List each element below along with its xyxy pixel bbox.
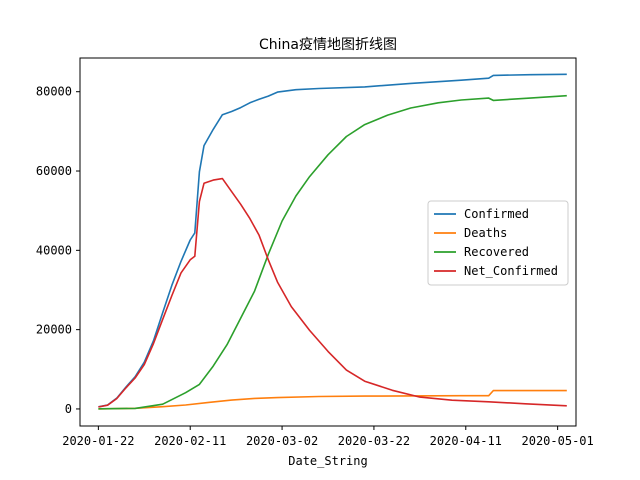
plot-area: [98, 73, 567, 410]
x-axis-label: Date_String: [288, 454, 367, 468]
legend-box: [427, 200, 569, 286]
y-tick-label: 40000: [36, 243, 72, 257]
x-axis: 2020-01-22 2020-02-11 2020-03-02 2020-03-22…: [62, 426, 594, 448]
legend-label: Confirmed: [464, 207, 529, 221]
legend-label: Deaths: [464, 226, 507, 240]
legend: Confirmed Deaths Recovered Net_Confirmed: [427, 200, 569, 286]
series-line-0: [98, 73, 567, 408]
x-tick-label: 2020-01-22: [62, 434, 134, 448]
series-line-3: [98, 177, 567, 408]
y-tick-label: 80000: [36, 85, 72, 99]
series-line-2: [98, 94, 567, 410]
chart-title: China疫情地图折线图: [259, 37, 397, 53]
y-tick-label: 60000: [36, 164, 72, 178]
legend-label: Recovered: [464, 245, 529, 259]
x-tick-label: 2020-02-11: [154, 434, 226, 448]
x-tick-label: 2020-04-11: [430, 434, 502, 448]
series-line-1: [98, 389, 567, 410]
y-tick-label: 20000: [36, 323, 72, 337]
x-tick-label: 2020-05-01: [522, 434, 594, 448]
x-tick-label: 2020-03-22: [338, 434, 410, 448]
y-tick-label: 0: [65, 402, 72, 416]
legend-label: Net_Confirmed: [464, 264, 558, 278]
y-axis: 0 20000 40000 60000 80000: [36, 85, 80, 416]
plot-frame: [79, 57, 577, 427]
x-tick-label: 2020-03-02: [246, 434, 318, 448]
